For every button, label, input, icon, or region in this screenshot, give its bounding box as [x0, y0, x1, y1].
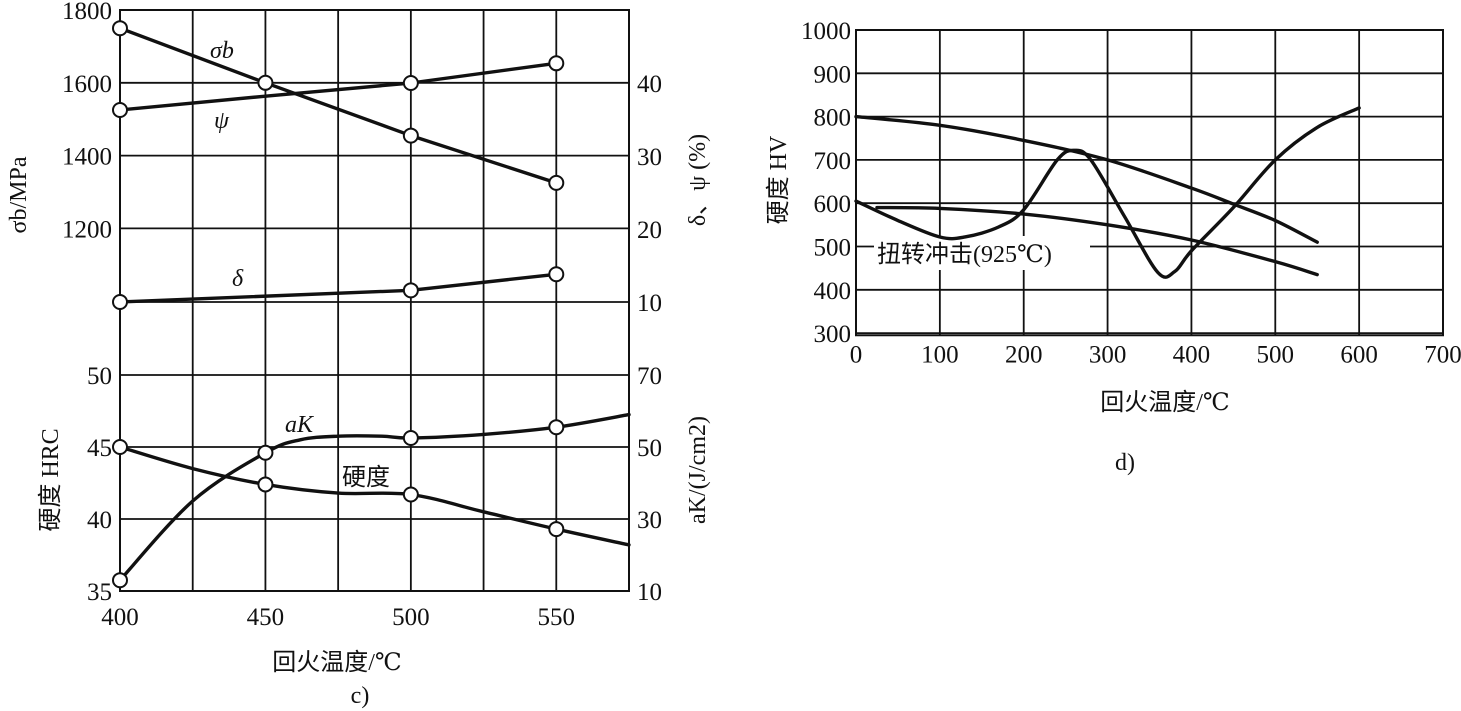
y-tick-label: 45 [87, 435, 112, 462]
y-tick-label: 40 [87, 507, 112, 534]
x-tick-label: 0 [850, 341, 863, 368]
y2-tick-label: 10 [637, 290, 662, 317]
data-point-marker [548, 419, 565, 436]
chart-c: 1800 1600 1400 1200 40 30 20 10 50 45 40 35 70 50 30 10… [6, 0, 711, 709]
data-point-marker [257, 74, 274, 91]
x-tick-label: 500 [392, 604, 430, 631]
chart-d-grid [855, 29, 1444, 337]
y2-tick-label: 50 [637, 435, 662, 462]
series-line [118, 26, 558, 185]
y-tick-label: 700 [814, 148, 852, 175]
data-point-marker [402, 486, 419, 503]
d-x-axis-label: 回火温度/℃ [1100, 389, 1230, 416]
y-tick-label: 800 [814, 105, 852, 132]
y2-tick-label: 20 [637, 217, 662, 244]
x-tick-label: 450 [247, 604, 285, 631]
annotation-torsion-impact: 扭转冲击(925℃) [877, 241, 1052, 268]
data-point-marker [548, 266, 565, 283]
x-tick-label: 400 [1173, 341, 1211, 368]
chart-c-series [112, 20, 631, 589]
data-point-marker [257, 444, 274, 461]
c-x-axis-label: 回火温度/℃ [272, 649, 402, 676]
data-point-marker [548, 521, 565, 538]
y2-tick-label: 10 [637, 579, 662, 606]
series-line [875, 205, 1319, 277]
y-tick-label: 1400 [62, 144, 112, 171]
chart-c-grid [119, 9, 630, 592]
data-point-marker [112, 294, 128, 310]
x-tick-label: 200 [1005, 341, 1043, 368]
chart-d-series [854, 106, 1361, 279]
label-delta: δ [232, 266, 244, 292]
series-line [118, 412, 631, 582]
data-point-marker [402, 75, 419, 91]
data-point-marker [548, 55, 565, 72]
y2-tick-label: 30 [637, 144, 662, 171]
label-sigma-b: σb [210, 38, 234, 64]
data-point-marker [112, 439, 128, 455]
y2-tick-label: 70 [637, 363, 662, 390]
series-line [118, 61, 558, 112]
data-point-marker [112, 20, 128, 37]
annotation-background [874, 236, 1090, 270]
data-point-marker [548, 174, 565, 191]
x-tick-label: 700 [1424, 341, 1461, 368]
y-tick-label: 50 [87, 363, 112, 390]
y-tick-label: 500 [814, 235, 852, 262]
data-point-marker [402, 282, 419, 299]
data-point-marker [112, 572, 128, 589]
y-tick-label: 1200 [62, 216, 112, 243]
c-panel-label: c) [351, 683, 370, 709]
c-upper-right-axis-label: δ、ψ (%) [685, 134, 711, 226]
label-hardness: 硬度 [342, 464, 390, 491]
y-tick-label: 400 [814, 278, 852, 305]
chart-c-ticks: 1800 1600 1400 1200 40 30 20 10 50 45 40 35 70 50 30 10… [62, 0, 662, 631]
plot-frame [855, 29, 1444, 337]
x-tick-label: 300 [1089, 341, 1127, 368]
y-tick-label: 300 [814, 321, 852, 348]
data-point-marker [402, 430, 419, 446]
data-point-marker [112, 102, 128, 119]
y-tick-label: 1000 [801, 18, 851, 45]
x-tick-label: 100 [921, 341, 959, 368]
series-line [854, 106, 1361, 279]
x-tick-label: 400 [101, 604, 139, 631]
c-lower-left-axis-label: 硬度 HRC [37, 428, 64, 531]
d-y-axis-label: 硬度 HV [765, 135, 792, 224]
y-tick-label: 600 [814, 191, 852, 218]
label-ak: aK [285, 412, 315, 438]
y2-tick-label: 30 [637, 507, 662, 534]
data-point-marker [402, 127, 419, 144]
x-tick-label: 550 [538, 604, 576, 631]
label-psi: ψ [214, 108, 230, 134]
d-panel-label: d) [1115, 450, 1135, 476]
c-upper-left-axis-label: σb/MPa [6, 156, 32, 233]
y-tick-label: 900 [814, 61, 852, 88]
data-point-marker [257, 476, 274, 493]
c-lower-right-axis-label: aK/(J/cm2) [685, 416, 711, 524]
y-tick-label: 1800 [62, 0, 112, 25]
x-tick-label: 500 [1257, 341, 1295, 368]
y-tick-label: 1600 [62, 71, 112, 98]
y-tick-label: 35 [87, 579, 112, 606]
y2-tick-label: 40 [637, 71, 662, 98]
series-line [854, 114, 1319, 244]
x-tick-label: 600 [1340, 341, 1378, 368]
